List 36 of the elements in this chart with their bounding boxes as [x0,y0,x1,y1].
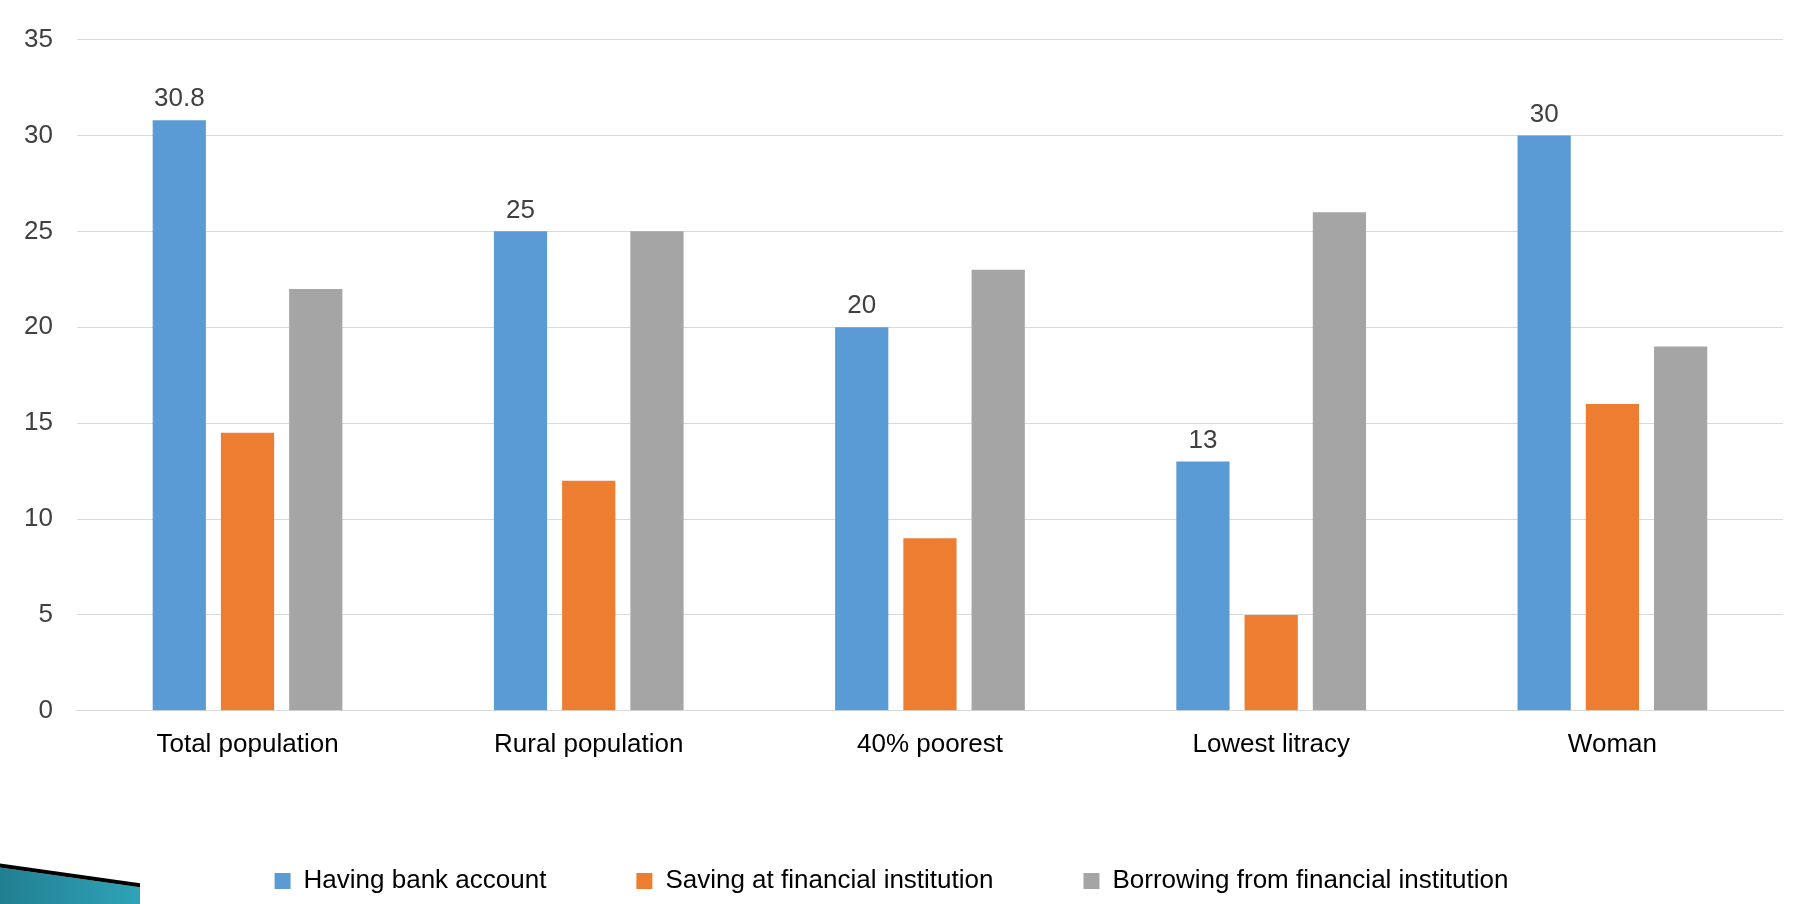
y-tick-label: 20 [24,310,53,341]
data-label: 25 [506,193,535,224]
x-tick-label: Lowest litracy [1192,727,1350,758]
bar [835,327,889,711]
legend-label: Borrowing from financial institution [1112,864,1509,895]
legend-label: Saving at financial institution [665,864,994,895]
bar [1176,461,1230,711]
bar [1654,346,1708,711]
y-tick-label: 5 [38,598,53,629]
bar [630,231,684,711]
bar [1312,212,1367,711]
data-label: 30.8 [153,82,205,113]
legend-label: Having bank account [303,864,548,895]
x-tick-label: Total population [156,727,339,758]
y-tick-label: 30 [24,118,53,149]
x-tick-label: Woman [1567,727,1657,758]
data-label: 30 [1529,97,1559,128]
bar [289,288,343,711]
y-tick-label: 15 [24,406,53,437]
bar [220,432,275,711]
data-label: 13 [1188,423,1218,454]
y-tick-label: 25 [24,214,53,245]
bar [903,538,957,711]
bar [152,120,206,711]
y-tick-label: 10 [24,502,53,533]
bar [493,231,548,711]
bar [1517,135,1571,711]
bar [1585,403,1640,711]
bar [1244,614,1298,711]
bar [971,269,1025,711]
y-tick-label: 0 [38,693,53,724]
x-tick-label: Rural population [494,727,684,758]
data-label: 20 [847,289,877,320]
bar [562,480,616,711]
y-tick-label: 35 [24,22,53,53]
x-tick-label: 40% poorest [856,727,1004,758]
